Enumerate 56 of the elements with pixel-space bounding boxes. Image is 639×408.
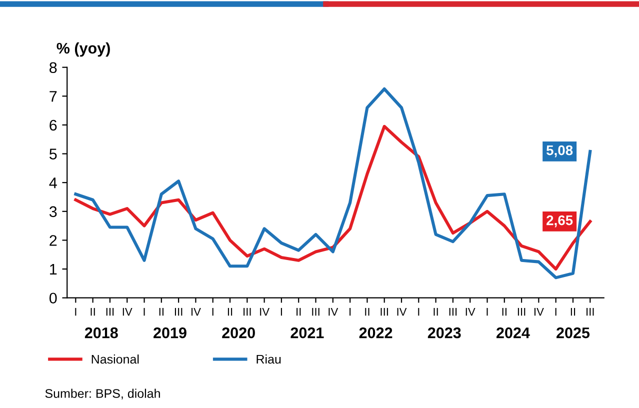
y-tick-label: 4 [49, 178, 57, 188]
x-tick-label: I [144, 308, 145, 316]
x-tick-label: III [244, 308, 251, 316]
x-tick-label: III [312, 308, 320, 316]
data-label: 5,08 [546, 145, 573, 158]
x-tick-label: IV [397, 308, 407, 316]
y-tick-label: 7 [50, 91, 57, 102]
x-tick-label: IV [534, 308, 544, 316]
y-tick-label: 1 [50, 264, 57, 275]
x-tick-label: II [228, 308, 232, 316]
text: 2022 [359, 327, 392, 338]
x-tick-label: IV [191, 308, 201, 316]
x-tick-label: II [570, 308, 576, 316]
x-tick-label: IV [122, 308, 132, 316]
text: 2025 [556, 327, 590, 338]
text: 2024 [496, 327, 530, 338]
text: 2023 [428, 327, 461, 338]
legend-label: Riau [256, 354, 281, 364]
x-tick-label: I [75, 308, 76, 316]
y-tick-label: 3 [49, 206, 57, 218]
x-tick-label: II [159, 308, 164, 316]
x-tick-label: III [380, 308, 388, 316]
text: 2018 [84, 327, 118, 338]
x-tick-label: IV [328, 308, 338, 316]
x-tick-label: II [296, 308, 301, 316]
y-axis-title: % (yoy) [56, 42, 110, 57]
x-tick-label: I [212, 308, 214, 316]
y-tick-label: 5 [49, 148, 57, 160]
y-tick-label: 0 [49, 292, 57, 304]
x-tick-label: I [486, 308, 488, 316]
x-tick-label: II [434, 308, 438, 316]
x-tick-label: III [106, 308, 114, 316]
y-tick-label: 8 [50, 62, 57, 74]
x-tick-label: II [90, 308, 95, 316]
line-series [74, 124, 592, 271]
x-tick-label: I [280, 308, 282, 316]
x-tick-label: I [418, 308, 420, 316]
line-series [74, 87, 592, 280]
x-tick-label: I [555, 308, 556, 316]
x-tick-label: III [174, 308, 182, 316]
x-tick-label: II [502, 308, 506, 316]
text: 2019 [154, 327, 186, 338]
x-tick-label: I [350, 308, 351, 316]
y-tick-label: 6 [50, 120, 57, 131]
text: Sumber: BPS, diolah [45, 388, 160, 400]
text: 2021 [290, 327, 324, 338]
data-label: 2,65 [546, 215, 573, 228]
x-tick-label: III [586, 308, 594, 316]
text: 2020 [222, 327, 255, 338]
x-tick-label: IV [466, 308, 476, 316]
x-tick-label: III [449, 308, 457, 316]
y-tick-label: 2 [50, 235, 57, 246]
x-tick-label: IV [260, 308, 270, 316]
legend-label: Nasional [92, 354, 139, 364]
x-tick-label: III [518, 308, 526, 316]
x-tick-label: II [365, 308, 370, 316]
